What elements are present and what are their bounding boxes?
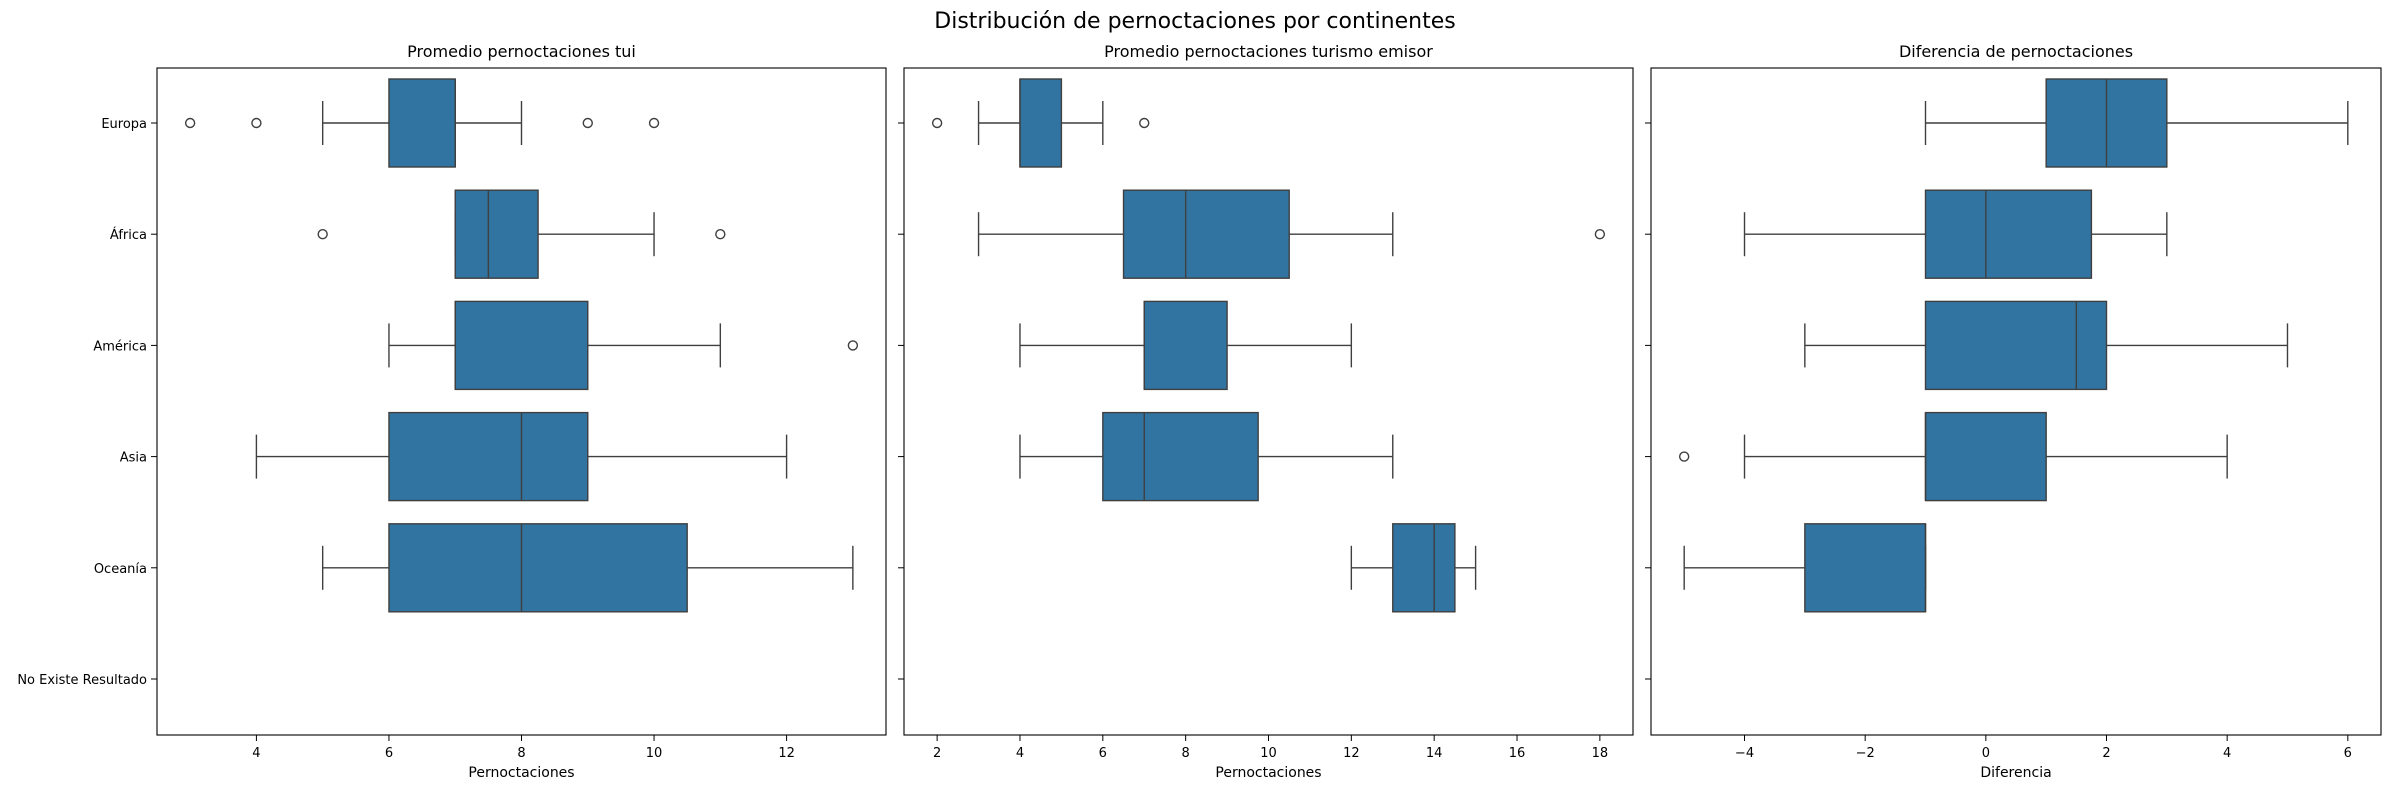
outlier-point <box>715 228 726 240</box>
box-iqr <box>1924 189 2093 279</box>
x-tick-label: 16 <box>1509 746 1526 761</box>
outlier-point <box>251 117 262 129</box>
box-iqr <box>1924 411 2047 502</box>
x-tick-label: 2 <box>2102 746 2110 761</box>
x-tick-label: 6 <box>2344 746 2352 761</box>
outlier-point <box>931 117 943 129</box>
y-tick-label: No Existe Resultado <box>17 673 147 688</box>
outlier-point <box>1139 117 1150 129</box>
x-tick-label: 4 <box>2223 746 2231 761</box>
x-axis-label: Pernoctaciones <box>468 765 574 781</box>
y-tick-label: África <box>110 227 147 243</box>
x-tick-label: −2 <box>1856 746 1875 761</box>
box-iqr <box>388 411 589 502</box>
y-tick-label: Oceanía <box>94 562 147 577</box>
y-tick-label: América <box>93 339 147 354</box>
y-tick-label: Asia <box>120 451 147 466</box>
x-axis-label: Pernoctaciones <box>1215 765 1321 781</box>
box-iqr <box>1122 189 1290 279</box>
box-iqr <box>388 523 688 613</box>
outlier-point <box>648 117 660 129</box>
box-iqr <box>1143 300 1228 391</box>
x-tick-label: 6 <box>1099 746 1107 761</box>
box-iqr <box>1804 523 1927 613</box>
x-tick-label: 10 <box>646 746 663 761</box>
figure-title: Distribución de pernoctaciones por conti… <box>934 9 1455 34</box>
axes-frame <box>1650 67 2382 736</box>
box-iqr <box>1019 78 1063 168</box>
y-tick-label: Europa <box>101 117 147 132</box>
outlier-point <box>1594 228 1606 240</box>
x-tick-label: 8 <box>517 746 525 761</box>
x-tick-label: 8 <box>1182 746 1190 761</box>
box-iqr <box>454 300 589 391</box>
axes-frame <box>156 67 887 736</box>
x-tick-label: 14 <box>1426 746 1443 761</box>
outlier-point <box>317 228 328 240</box>
x-tick-label: 0 <box>1982 746 1990 761</box>
x-tick-label: 10 <box>1260 746 1277 761</box>
box-iqr <box>1924 300 2108 391</box>
x-tick-label: 4 <box>252 746 260 761</box>
outlier-point <box>184 117 196 129</box>
x-tick-label: 12 <box>1343 746 1360 761</box>
outlier-point <box>847 340 859 351</box>
panel-title: Promedio pernoctaciones turismo emisor <box>1104 42 1433 61</box>
box-iqr <box>388 78 456 168</box>
outlier-point <box>1678 451 1690 462</box>
box-iqr <box>1102 411 1259 502</box>
x-tick-label: 12 <box>778 746 795 761</box>
box-iqr <box>1392 523 1456 613</box>
x-tick-label: −4 <box>1735 746 1754 761</box>
x-tick-label: 6 <box>385 746 393 761</box>
axes-frame <box>903 67 1634 736</box>
box-iqr <box>454 189 539 279</box>
x-tick-label: 2 <box>933 746 941 761</box>
panel-title: Promedio pernoctaciones tui <box>407 42 636 61</box>
x-axis-label: Diferencia <box>1980 765 2051 781</box>
x-tick-label: 4 <box>1016 746 1024 761</box>
outlier-point <box>582 117 593 129</box>
panel-title: Diferencia de pernoctaciones <box>1899 42 2133 61</box>
x-tick-label: 18 <box>1592 746 1609 761</box>
